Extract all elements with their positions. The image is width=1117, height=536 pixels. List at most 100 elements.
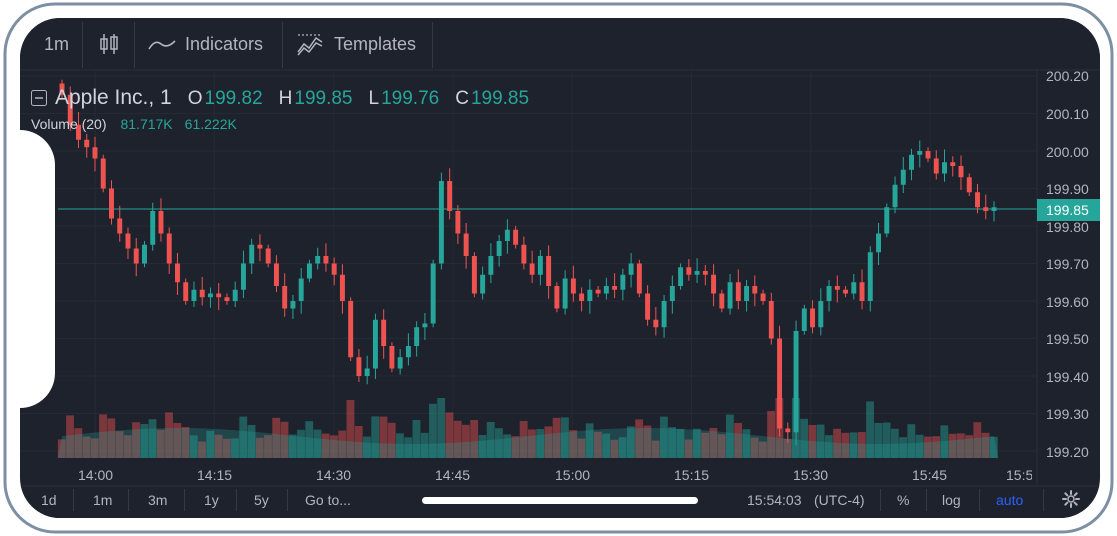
volume-bar <box>676 429 685 458</box>
candle-body <box>562 278 568 309</box>
volume-bar <box>973 422 982 458</box>
volume-bar <box>915 434 924 458</box>
range-1y-button[interactable]: 1y <box>204 492 219 508</box>
volume-bar <box>288 434 297 458</box>
volume-bar <box>511 436 520 458</box>
volume-bar <box>503 434 512 458</box>
toolbar-divider <box>82 22 83 68</box>
percent-toggle[interactable]: % <box>897 492 910 508</box>
volume-bar <box>214 434 223 458</box>
candle-body <box>207 293 213 298</box>
volume-bar <box>247 425 256 458</box>
candle-body <box>942 162 947 174</box>
range-1m-button[interactable]: 1m <box>93 492 113 508</box>
chart-type-button[interactable] <box>98 20 120 68</box>
volume-ma-value: 61.222K <box>184 116 237 132</box>
candle-body <box>513 229 519 245</box>
candle-body <box>414 327 420 346</box>
volume-bar <box>651 440 660 458</box>
candle-body <box>183 282 189 301</box>
candle-body <box>381 319 387 346</box>
candle-body <box>249 244 255 264</box>
volume-bar <box>981 432 990 458</box>
candle-body <box>612 286 618 290</box>
candle-body <box>727 282 733 309</box>
candle-body <box>768 301 774 339</box>
volume-bar <box>305 421 314 458</box>
candle-body <box>653 319 659 328</box>
templates-button[interactable]: Templates <box>296 20 416 68</box>
candle-body <box>933 158 939 174</box>
candle-body <box>447 181 453 211</box>
candle-body <box>496 241 502 256</box>
volume-bar <box>206 430 215 458</box>
candle-body <box>826 286 832 301</box>
volume-bar <box>519 421 528 458</box>
volume-bar <box>371 416 380 458</box>
candle-body <box>628 263 634 275</box>
candle-body <box>339 274 345 301</box>
bottom-divider <box>1043 489 1044 511</box>
volume-bar <box>857 432 866 458</box>
volume-bar <box>569 430 578 458</box>
candle-body <box>537 256 543 275</box>
candle-body <box>603 286 609 294</box>
volume-bar <box>552 417 561 458</box>
volume-bar <box>123 435 132 458</box>
interval-label: 1m <box>44 33 70 54</box>
price-tick: 200.00 <box>1046 144 1089 160</box>
candle-body <box>925 151 931 159</box>
candlestick-icon <box>100 34 118 54</box>
volume-bar <box>198 441 206 458</box>
candle-body <box>348 301 354 358</box>
volume-bar <box>313 429 322 458</box>
volume-bar <box>404 437 413 458</box>
volume-bar <box>890 428 899 458</box>
auto-toggle[interactable]: auto <box>996 492 1024 508</box>
candle-body <box>950 162 956 166</box>
candle-body <box>966 177 972 193</box>
time-tick: 15:30 <box>793 467 829 483</box>
volume-bar <box>321 433 330 458</box>
volume-bar <box>412 420 421 458</box>
indicators-button[interactable]: Indicators <box>147 20 263 68</box>
volume-bar <box>297 429 305 458</box>
collapse-legend-icon[interactable] <box>31 90 47 106</box>
candle-body <box>636 263 642 294</box>
range-5y-button[interactable]: 5y <box>254 492 269 508</box>
volume-bar <box>148 419 157 458</box>
timezone-button[interactable]: (UTC-4) <box>814 492 865 508</box>
interval-button[interactable]: 1m <box>44 20 69 68</box>
range-1d-button[interactable]: 1d <box>41 492 57 508</box>
candle-body <box>92 147 98 159</box>
volume-bar <box>280 421 289 458</box>
volume-bar <box>140 424 149 458</box>
candle-body <box>867 252 873 301</box>
high-key: H <box>278 88 293 109</box>
volume-bar <box>800 418 809 458</box>
range-3m-button[interactable]: 3m <box>148 492 168 508</box>
candle-body <box>298 278 304 301</box>
goto-button[interactable]: Go to... <box>305 492 351 508</box>
settings-button[interactable] <box>1062 490 1080 511</box>
volume-bar <box>544 426 553 458</box>
log-toggle[interactable]: log <box>942 492 961 508</box>
volume-bar <box>264 435 272 458</box>
volume-bar <box>82 436 91 458</box>
candle-body <box>364 368 370 376</box>
volume-bar <box>626 426 635 458</box>
volume-bar <box>478 435 487 458</box>
candlestick-series <box>59 79 997 445</box>
candle-body <box>117 218 123 234</box>
candle-body <box>991 207 997 211</box>
candle-body <box>909 154 914 170</box>
volume-bar <box>222 438 231 458</box>
candle-body <box>76 124 81 140</box>
templates-label: Templates <box>334 33 417 54</box>
volume-bar <box>189 435 198 458</box>
candle-body <box>158 211 164 234</box>
bottom-divider <box>128 489 129 511</box>
volume-bar <box>577 438 586 458</box>
